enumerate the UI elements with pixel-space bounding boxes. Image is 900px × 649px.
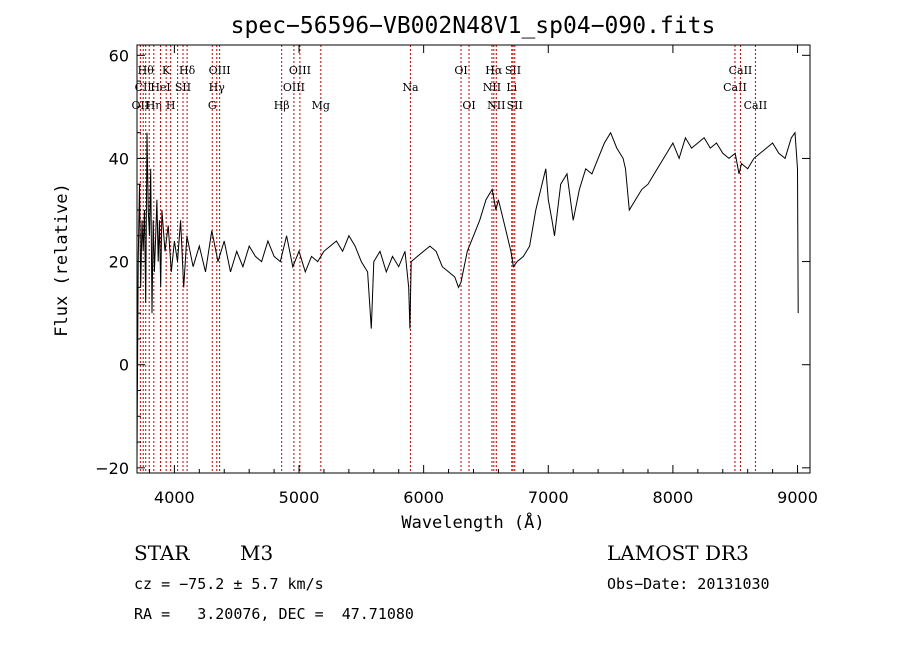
line-marker-label: OII: [132, 99, 150, 112]
x-tick-label: 4000: [154, 488, 195, 507]
line-marker-label: Mg: [312, 99, 330, 112]
line-marker-label: OI: [454, 64, 467, 77]
x-tick-label: 7000: [528, 488, 569, 507]
y-tick-label: −20: [95, 459, 129, 478]
line-marker-label: HeI: [150, 81, 170, 94]
line-marker-label: Li: [506, 81, 517, 94]
line-marker-label: CII: [135, 81, 152, 94]
line-marker-label: NII: [483, 81, 501, 94]
line-marker-label: Hη: [146, 99, 162, 112]
line-marker-label: G: [208, 99, 217, 112]
line-marker-label: CaII: [744, 99, 768, 112]
redshift-info: cz = −75.2 ± 5.7 km/s: [134, 575, 324, 593]
line-marker-label: Hγ: [209, 81, 226, 94]
line-marker-label: NII: [487, 99, 505, 112]
x-tick-label: 8000: [653, 488, 694, 507]
x-axis-ticks: 4000 5000 6000 7000 8000 9000: [148, 45, 818, 507]
line-marker-label: OI: [462, 99, 475, 112]
line-marker-label: Hα: [485, 64, 503, 77]
line-marker-label: Hθ: [138, 64, 155, 77]
line-marker-label: Hδ: [179, 64, 196, 77]
y-axis-label: Flux (relative): [52, 183, 72, 337]
y-tick-label: 40: [109, 149, 129, 168]
obs-date: Obs−Date: 20131030: [607, 575, 770, 593]
chart-title: spec−56596−VB002N48V1_sp04−090.fits: [231, 13, 716, 39]
line-marker-label: Hβ: [274, 99, 290, 112]
y-tick-label: 20: [109, 253, 129, 272]
line-marker-label: SII: [507, 99, 523, 112]
line-marker-label: H: [166, 99, 176, 112]
x-tick-label: 5000: [279, 488, 320, 507]
object-class: STAR: [134, 541, 190, 565]
line-marker-label: SII: [505, 64, 521, 77]
y-tick-label: 60: [109, 46, 129, 65]
line-marker-label: CaII: [723, 81, 747, 94]
object-subclass: M3: [240, 541, 273, 565]
x-tick-label: 6000: [403, 488, 444, 507]
line-marker-label: SII: [175, 81, 191, 94]
x-tick-label: 9000: [777, 488, 818, 507]
spectrum-line: [136, 131, 799, 458]
line-marker-label: CaII: [729, 64, 753, 77]
y-axis-ticks: −20 0 20 40 60: [95, 46, 810, 478]
x-axis-label: Wavelength (Å): [401, 511, 544, 533]
line-marker-label: OIII: [283, 81, 305, 94]
coordinates: RA = 3.20076, DEC = 47.71080: [134, 605, 414, 623]
line-marker-label: OIII: [209, 64, 231, 77]
line-marker-label: K: [162, 64, 171, 77]
y-tick-label: 0: [119, 356, 129, 375]
line-marker-label: Na: [402, 81, 419, 94]
spectral-line-markers: OII CII Hθ Hη HeI K H SII Hδ G Hγ OIII Hβ OIII OIII Mg N…: [132, 45, 768, 473]
survey-name: LAMOST DR3: [607, 541, 749, 565]
line-marker-label: OIII: [289, 64, 311, 77]
